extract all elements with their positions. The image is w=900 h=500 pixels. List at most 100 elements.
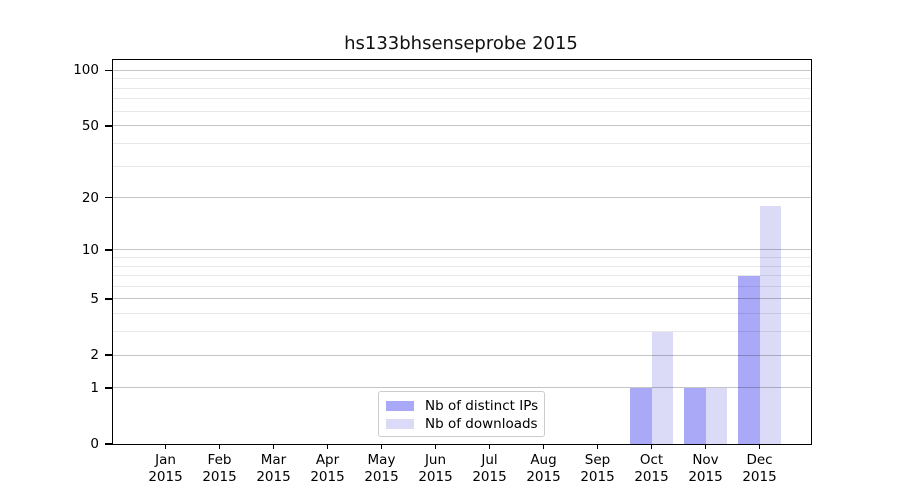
- month-label: Mar: [260, 452, 287, 468]
- minor-gridline: [113, 98, 811, 100]
- bar-distinct-ips-dec: [738, 275, 760, 444]
- axis-layer: 0 1 2 5 10 20 50 100 Jan 2015 Feb 2015 Mar 2015 Apr 201…: [73, 60, 811, 485]
- year-label: 2015: [742, 469, 777, 485]
- year-label: 2015: [472, 469, 507, 485]
- y-axis-tick: [104, 124, 112, 127]
- plot-area: 0 1 2 5 10 20 50 100 Jan 2015 Feb 2015 Mar 2015 Apr 201…: [73, 59, 812, 485]
- year-label: 2015: [364, 469, 399, 485]
- month-label: Dec: [746, 452, 773, 468]
- x-axis-tick: [326, 444, 329, 449]
- bar-downloads-dec: [759, 205, 781, 444]
- x-axis-tick-label: Jan 2015: [134, 452, 198, 486]
- x-axis-tick: [272, 444, 275, 449]
- year-label: 2015: [202, 469, 237, 485]
- legend: Nb of distinct IPs Nb of downloads: [378, 391, 545, 437]
- month-label: Jun: [424, 452, 447, 468]
- year-label: 2015: [148, 469, 183, 485]
- y-axis-tick-label: 0: [90, 436, 99, 452]
- legend-label: Nb of distinct IPs: [425, 398, 539, 414]
- y-axis-tick: [104, 443, 112, 445]
- x-axis-tick: [704, 444, 707, 449]
- y-axis-tick-label: 20: [81, 189, 99, 206]
- month-label: Feb: [207, 452, 232, 468]
- year-label: 2015: [580, 469, 615, 485]
- x-axis-tick-label: Mar 2015: [242, 452, 306, 486]
- y-axis-tick-label: 5: [90, 290, 99, 307]
- x-axis-tick: [218, 444, 221, 449]
- x-axis-tick-label: Feb 2015: [188, 452, 252, 486]
- x-axis-tick: [488, 444, 491, 449]
- gridlines-layer: [113, 60, 811, 444]
- minor-gridline: [113, 257, 811, 259]
- x-axis-tick-label: Apr 2015: [296, 452, 360, 486]
- month-label: Nov: [692, 452, 719, 468]
- year-label: 2015: [256, 469, 291, 485]
- y-axis-tick-label: 100: [73, 62, 99, 79]
- major-gridline: [113, 197, 811, 199]
- minor-gridline: [113, 78, 811, 80]
- major-gridline: [113, 69, 811, 71]
- minor-gridline: [113, 275, 811, 277]
- major-gridline: [113, 249, 811, 251]
- chart-title: hs133bhsenseprobe 2015: [344, 33, 578, 54]
- month-label: Oct: [639, 452, 664, 468]
- x-axis-tick: [164, 444, 167, 449]
- legend-swatch-distinct-ips: [386, 401, 414, 411]
- y-axis-tick: [104, 387, 112, 389]
- year-label: 2015: [526, 469, 561, 485]
- bar-distinct-ips-oct: [630, 387, 652, 444]
- minor-gridline: [113, 142, 811, 144]
- y-axis-tick-label: 2: [90, 347, 99, 364]
- bar-downloads-nov: [705, 387, 727, 444]
- x-axis-tick-label: Oct 2015: [620, 452, 684, 486]
- year-label: 2015: [688, 469, 723, 485]
- month-label: Jan: [155, 452, 176, 468]
- month-label: Jul: [481, 452, 498, 468]
- x-axis-tick-label: Sep 2015: [566, 452, 630, 486]
- y-axis-tick-label: 10: [81, 241, 99, 258]
- y-axis-tick: [104, 354, 112, 356]
- bar-distinct-ips-nov: [684, 387, 706, 444]
- y-axis-tick: [104, 249, 112, 251]
- y-axis-tick: [104, 69, 112, 72]
- x-axis-tick-label: Nov 2015: [674, 452, 738, 486]
- minor-gridline: [113, 165, 811, 167]
- x-axis-tick-label: Dec 2015: [728, 452, 792, 486]
- x-axis-tick-label: Aug 2015: [512, 452, 576, 486]
- minor-gridline: [113, 285, 811, 287]
- legend-entry: Nb of downloads: [386, 415, 544, 433]
- x-axis-tick: [758, 444, 761, 449]
- x-axis-tick: [434, 444, 437, 449]
- month-label: Apr: [315, 452, 340, 468]
- x-axis-tick: [380, 444, 383, 449]
- x-axis-tick-label: May 2015: [350, 452, 414, 486]
- x-axis-tick-label: Jun 2015: [404, 452, 468, 486]
- year-label: 2015: [634, 469, 669, 485]
- major-gridline: [113, 387, 811, 389]
- x-axis-tick: [596, 444, 599, 449]
- major-gridline: [113, 125, 811, 127]
- minor-gridline: [113, 87, 811, 89]
- bars-layer: [113, 60, 811, 444]
- legend-entry: Nb of distinct IPs: [386, 397, 544, 415]
- year-label: 2015: [310, 469, 345, 485]
- minor-gridline: [113, 313, 811, 315]
- y-axis-tick: [104, 298, 112, 300]
- minor-gridline: [113, 331, 811, 333]
- month-label: May: [367, 452, 396, 468]
- y-axis-tick: [104, 196, 112, 199]
- month-label: Aug: [530, 452, 557, 468]
- legend-swatch-downloads: [386, 419, 414, 429]
- month-label: Sep: [584, 452, 611, 468]
- bar-downloads-oct: [651, 331, 673, 444]
- legend-label: Nb of downloads: [425, 416, 538, 432]
- x-axis-tick: [650, 444, 653, 449]
- minor-gridline: [113, 110, 811, 112]
- x-axis-tick: [542, 444, 545, 449]
- y-axis-tick-label: 50: [81, 117, 99, 134]
- x-axis-tick-label: Jul 2015: [458, 452, 522, 486]
- major-gridline: [113, 298, 811, 300]
- year-label: 2015: [418, 469, 453, 485]
- minor-gridline: [113, 265, 811, 267]
